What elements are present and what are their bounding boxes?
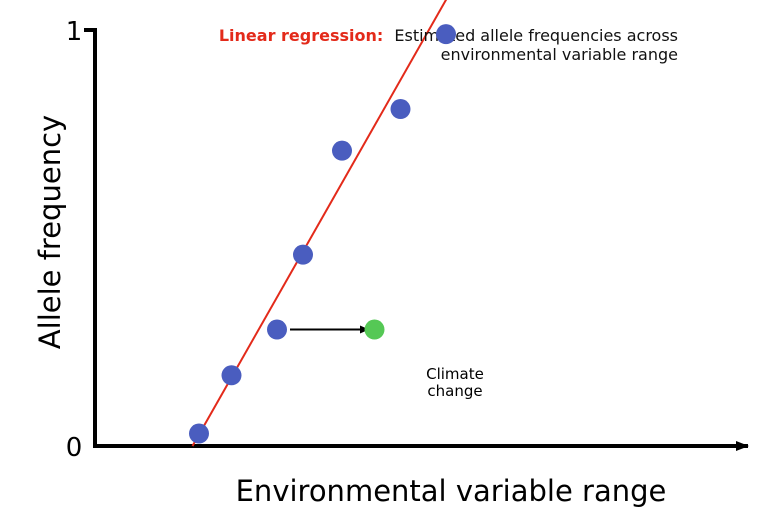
regression-legend: Linear regression: Estimated allele freq…: [219, 26, 678, 45]
climate-change-label-line1: Climate: [426, 365, 484, 383]
y-tick-label-0: 0: [66, 433, 83, 463]
data-point-s0-4: [332, 140, 352, 161]
regression-line: [191, 0, 448, 447]
regression-description-line2: environmental variable range: [441, 45, 678, 64]
x-axis-label: Environmental variable range: [236, 474, 667, 508]
data-point-s0-5: [390, 99, 411, 120]
y-tick-label-1: 1: [66, 17, 83, 47]
data-point-s0-6: [436, 24, 456, 45]
data-point-s0-1: [221, 365, 242, 386]
data-point-s0-0: [189, 423, 209, 444]
y-axis-label: Allele frequency: [33, 115, 67, 349]
data-points: [189, 24, 456, 444]
regression-description-line1: Estimated allele frequencies across: [394, 26, 678, 45]
regression-label: Linear regression:: [219, 26, 383, 45]
data-point-s1-0: [364, 319, 385, 340]
climate-change-label-line2: change: [427, 382, 482, 400]
data-point-s0-3: [293, 244, 313, 265]
data-point-s0-2: [267, 319, 287, 340]
